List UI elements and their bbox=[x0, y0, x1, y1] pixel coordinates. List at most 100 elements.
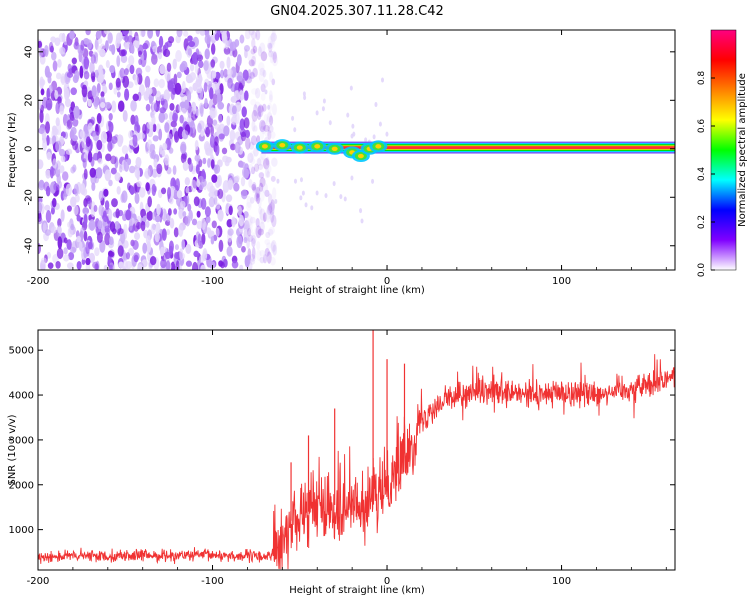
noise-blob bbox=[98, 190, 104, 201]
noise-blob bbox=[255, 225, 262, 239]
noise-blob bbox=[163, 49, 171, 58]
snr-ytick-label: 4000 bbox=[9, 391, 34, 402]
noise-blob bbox=[200, 197, 207, 210]
noise-blob bbox=[66, 71, 74, 78]
noise-blob bbox=[258, 182, 264, 192]
noise-blob bbox=[135, 67, 143, 77]
signal-wobble-inner bbox=[375, 144, 382, 149]
noise-blob bbox=[176, 189, 183, 199]
noise-blob bbox=[115, 208, 120, 219]
noise-blob bbox=[204, 143, 211, 155]
noise-blob bbox=[47, 262, 54, 269]
noise-blob bbox=[214, 164, 221, 174]
noise-blob bbox=[164, 251, 171, 260]
noise-blob bbox=[151, 211, 157, 221]
noise-blob bbox=[168, 36, 175, 44]
noise-blob bbox=[38, 243, 41, 255]
noise-blob bbox=[57, 58, 62, 68]
spectrogram-ytick-label: -40 bbox=[24, 238, 35, 254]
noise-blob bbox=[82, 206, 89, 215]
noise-blob bbox=[128, 55, 135, 66]
noise-blob bbox=[179, 114, 184, 124]
spectrogram-ytick-label: 40 bbox=[24, 45, 35, 58]
noise-blob bbox=[324, 193, 328, 199]
noise-blob bbox=[57, 226, 62, 234]
noise-blob bbox=[233, 182, 240, 192]
snr-xtick-label: 0 bbox=[384, 576, 390, 587]
noise-blob bbox=[158, 35, 164, 48]
noise-blob bbox=[194, 139, 199, 151]
noise-blob bbox=[268, 193, 273, 206]
noise-blob bbox=[187, 203, 192, 212]
noise-blob bbox=[265, 231, 271, 239]
noise-blob bbox=[169, 103, 175, 111]
noise-blob bbox=[371, 178, 375, 184]
noise-blob bbox=[103, 188, 109, 197]
noise-blob bbox=[45, 209, 52, 223]
noise-blob bbox=[270, 241, 276, 254]
noise-blob bbox=[45, 169, 51, 179]
noise-blob bbox=[245, 219, 251, 231]
noise-blob bbox=[247, 227, 252, 237]
noise-blob bbox=[67, 63, 72, 73]
noise-blob bbox=[254, 187, 260, 200]
noise-blob bbox=[261, 103, 267, 112]
noise-blob bbox=[161, 228, 167, 241]
noise-blob bbox=[264, 189, 270, 198]
noise-blob bbox=[61, 171, 69, 181]
noise-blob bbox=[385, 131, 389, 137]
noise-blob bbox=[63, 247, 68, 255]
noise-blob bbox=[218, 114, 223, 124]
noise-blob bbox=[270, 209, 275, 216]
noise-blob bbox=[95, 124, 101, 136]
noise-blob bbox=[141, 30, 146, 38]
noise-blob bbox=[258, 206, 263, 215]
noise-blob bbox=[236, 235, 243, 249]
noise-blob bbox=[343, 196, 347, 202]
noise-blob bbox=[266, 164, 272, 174]
noise-blob bbox=[158, 78, 165, 89]
noise-blob bbox=[223, 47, 231, 55]
noise-blob bbox=[160, 258, 167, 269]
noise-blob bbox=[142, 42, 149, 50]
noise-blob bbox=[271, 50, 278, 60]
noise-blob bbox=[172, 112, 178, 123]
noise-blob bbox=[267, 129, 272, 141]
noise-blob bbox=[160, 246, 165, 257]
noise-blob bbox=[107, 141, 113, 152]
noise-blob bbox=[91, 75, 96, 83]
noise-blob bbox=[55, 72, 62, 80]
noise-blob bbox=[260, 122, 267, 135]
noise-blob bbox=[259, 208, 266, 221]
noise-blob bbox=[230, 66, 237, 78]
noise-blob bbox=[78, 241, 83, 252]
noise-blob bbox=[116, 91, 121, 98]
noise-blob bbox=[136, 181, 142, 188]
noise-blob bbox=[180, 143, 187, 154]
noise-blob bbox=[231, 216, 236, 228]
noise-blob bbox=[253, 124, 258, 132]
snr-frame bbox=[37, 329, 676, 571]
colorbar-bar bbox=[710, 29, 737, 271]
noise-blob bbox=[243, 237, 248, 244]
noise-blob bbox=[221, 147, 228, 155]
spectrogram-xtick-label: 100 bbox=[552, 276, 571, 287]
noise-blob bbox=[186, 90, 192, 103]
noise-blob bbox=[93, 204, 98, 213]
snr-series-line bbox=[38, 351, 675, 570]
noise-blob bbox=[321, 106, 325, 112]
noise-blob bbox=[172, 58, 177, 70]
noise-blob bbox=[265, 210, 271, 223]
noise-blob bbox=[185, 243, 192, 254]
noise-blob bbox=[269, 210, 275, 223]
noise-blob bbox=[255, 217, 260, 228]
noise-blob bbox=[175, 260, 180, 270]
noise-blob bbox=[121, 145, 129, 155]
noise-blob bbox=[193, 196, 200, 207]
noise-blob bbox=[209, 87, 214, 100]
noise-blob bbox=[250, 48, 256, 55]
noise-blob bbox=[269, 50, 274, 64]
noise-blob bbox=[248, 254, 256, 262]
noise-blob bbox=[266, 204, 272, 216]
noise-blob bbox=[38, 159, 44, 170]
